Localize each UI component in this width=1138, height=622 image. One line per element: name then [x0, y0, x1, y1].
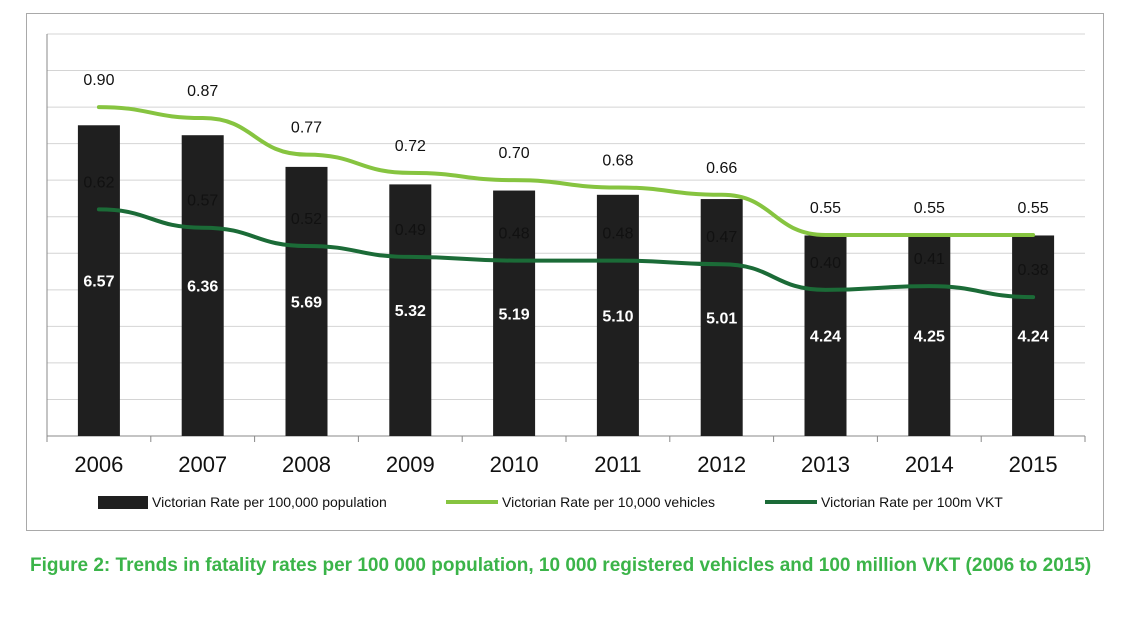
x-tick-label: 2012 [697, 452, 746, 477]
x-tick-label: 2009 [386, 452, 435, 477]
bar-data-label: 6.36 [187, 279, 218, 296]
line-data-label: 0.47 [706, 229, 737, 246]
figure-caption: Figure 2: Trends in fatality rates per 1… [30, 555, 1092, 576]
chart-svg: 6.57 6.36 5.69 5.32 5.19 5.10 5.01 4.24 4.25 4.24… [46, 33, 1086, 477]
line-data-label: 0.66 [706, 160, 737, 177]
chart-frame: 6.57 6.36 5.69 5.32 5.19 5.10 5.01 4.24 4.25 4.24… [26, 13, 1104, 531]
bar-data-label: 5.69 [291, 294, 322, 311]
line-data-label: 0.55 [1018, 200, 1049, 217]
x-tick-label: 2010 [490, 452, 539, 477]
legend-swatch-vehicles [446, 500, 498, 504]
legend: Victorian Rate per 100,000 population Vi… [26, 489, 1104, 515]
bar-data-label: 5.19 [499, 306, 530, 323]
bar [1012, 235, 1055, 436]
legend-label-vkt: Victorian Rate per 100m VKT [821, 494, 1003, 510]
line-data-label: 0.52 [291, 211, 322, 228]
bar [285, 166, 328, 436]
bar [804, 235, 847, 436]
x-tick-label: 2011 [594, 452, 641, 477]
legend-item-vkt: Victorian Rate per 100m VKT [765, 489, 1003, 515]
bar [596, 194, 639, 436]
bar-data-label: 4.25 [914, 329, 945, 346]
bar [908, 235, 951, 436]
line-data-label: 0.38 [1018, 262, 1049, 279]
line-data-label: 0.90 [83, 72, 114, 89]
line-data-label: 0.68 [602, 152, 633, 169]
line-data-label: 0.48 [602, 226, 633, 243]
line-data-label: 0.62 [83, 174, 114, 191]
x-tick-label: 2013 [801, 452, 850, 477]
bar-data-label: 5.32 [395, 303, 426, 320]
bar [77, 125, 120, 436]
x-tick-label: 2015 [1009, 452, 1058, 477]
line-data-label: 0.49 [395, 222, 426, 239]
x-tick-label: 2008 [282, 452, 331, 477]
bar-data-label: 5.01 [706, 311, 737, 328]
bar [493, 190, 536, 436]
bar [700, 199, 743, 436]
legend-item-vehicles: Victorian Rate per 10,000 vehicles [446, 489, 715, 515]
bar [389, 184, 432, 436]
line-data-label: 0.70 [499, 145, 530, 162]
x-tick-label: 2006 [74, 452, 123, 477]
bar-data-label: 4.24 [1018, 329, 1049, 346]
legend-item-population: Victorian Rate per 100,000 population [98, 489, 387, 515]
x-tick-label: 2014 [905, 452, 954, 477]
line-data-label: 0.72 [395, 138, 426, 155]
x-tick-label: 2007 [178, 452, 227, 477]
line-data-label: 0.77 [291, 120, 322, 137]
bar-data-label: 5.10 [602, 308, 633, 325]
legend-label-vehicles: Victorian Rate per 10,000 vehicles [502, 494, 715, 510]
line-series-vehicles [96, 105, 1036, 237]
line-data-label: 0.55 [810, 200, 841, 217]
bar-data-label: 4.24 [810, 329, 841, 346]
line-data-label: 0.55 [914, 200, 945, 217]
bar [181, 135, 224, 436]
line-series-vkt [96, 207, 1036, 300]
line-data-label: 0.41 [914, 251, 945, 268]
line-data-label: 0.87 [187, 83, 218, 100]
bar-data-label: 6.57 [83, 274, 114, 291]
line-data-label: 0.40 [810, 255, 841, 272]
line-data-label: 0.48 [499, 226, 530, 243]
legend-label-population: Victorian Rate per 100,000 population [152, 494, 387, 510]
legend-swatch-population [98, 495, 148, 509]
legend-swatch-vkt [765, 500, 817, 504]
line-data-label: 0.57 [187, 193, 218, 210]
